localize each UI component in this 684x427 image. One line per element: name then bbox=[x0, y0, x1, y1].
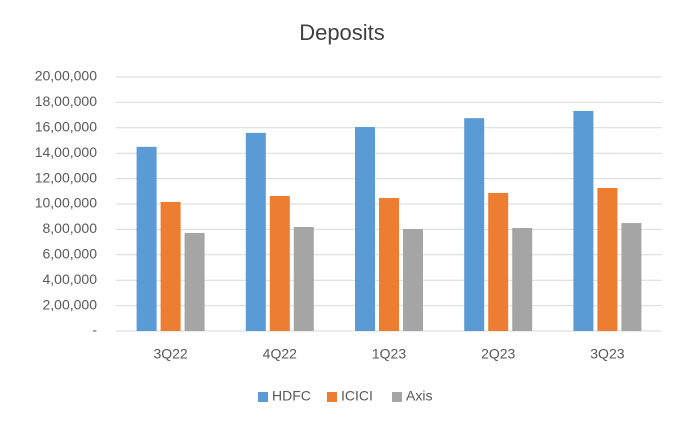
legend-swatch bbox=[258, 392, 268, 402]
x-tick-label: 4Q22 bbox=[263, 346, 297, 362]
y-tick-label: 20,00,000 bbox=[35, 68, 97, 84]
x-tick-label: 3Q22 bbox=[153, 346, 187, 362]
y-tick-label: - bbox=[92, 322, 97, 338]
y-tick-label: 12,00,000 bbox=[35, 169, 97, 185]
legend-label: HDFC bbox=[272, 388, 311, 404]
bar bbox=[184, 232, 205, 331]
legend-label: Axis bbox=[406, 388, 432, 404]
y-tick-label: 4,00,000 bbox=[43, 271, 98, 287]
bar bbox=[512, 228, 533, 331]
y-tick-label: 16,00,000 bbox=[35, 119, 97, 135]
bar bbox=[245, 132, 266, 331]
x-tick-label: 1Q23 bbox=[372, 346, 406, 362]
y-tick-label: 18,00,000 bbox=[35, 93, 97, 109]
bar bbox=[136, 146, 157, 331]
bar bbox=[573, 110, 594, 331]
legend-swatch bbox=[327, 392, 337, 402]
bar bbox=[355, 127, 375, 332]
bar bbox=[488, 192, 509, 331]
bar bbox=[464, 118, 485, 331]
x-tick-label: 3Q23 bbox=[590, 346, 624, 362]
x-tick-label: 2Q23 bbox=[481, 346, 515, 362]
bar bbox=[160, 201, 181, 331]
y-tick-label: 6,00,000 bbox=[43, 246, 98, 262]
y-tick-label: 10,00,000 bbox=[35, 195, 97, 211]
bar bbox=[269, 195, 290, 331]
legend-swatch bbox=[392, 392, 402, 402]
bar bbox=[621, 223, 642, 331]
legend-label: ICICI bbox=[341, 388, 373, 404]
y-tick-label: 2,00,000 bbox=[43, 296, 98, 312]
bar bbox=[293, 226, 314, 331]
bar bbox=[597, 187, 618, 331]
chart-title: Deposits bbox=[299, 20, 385, 45]
bar bbox=[403, 229, 423, 331]
y-tick-label: 8,00,000 bbox=[43, 220, 98, 236]
y-tick-label: 14,00,000 bbox=[35, 144, 97, 160]
bar bbox=[379, 198, 399, 331]
